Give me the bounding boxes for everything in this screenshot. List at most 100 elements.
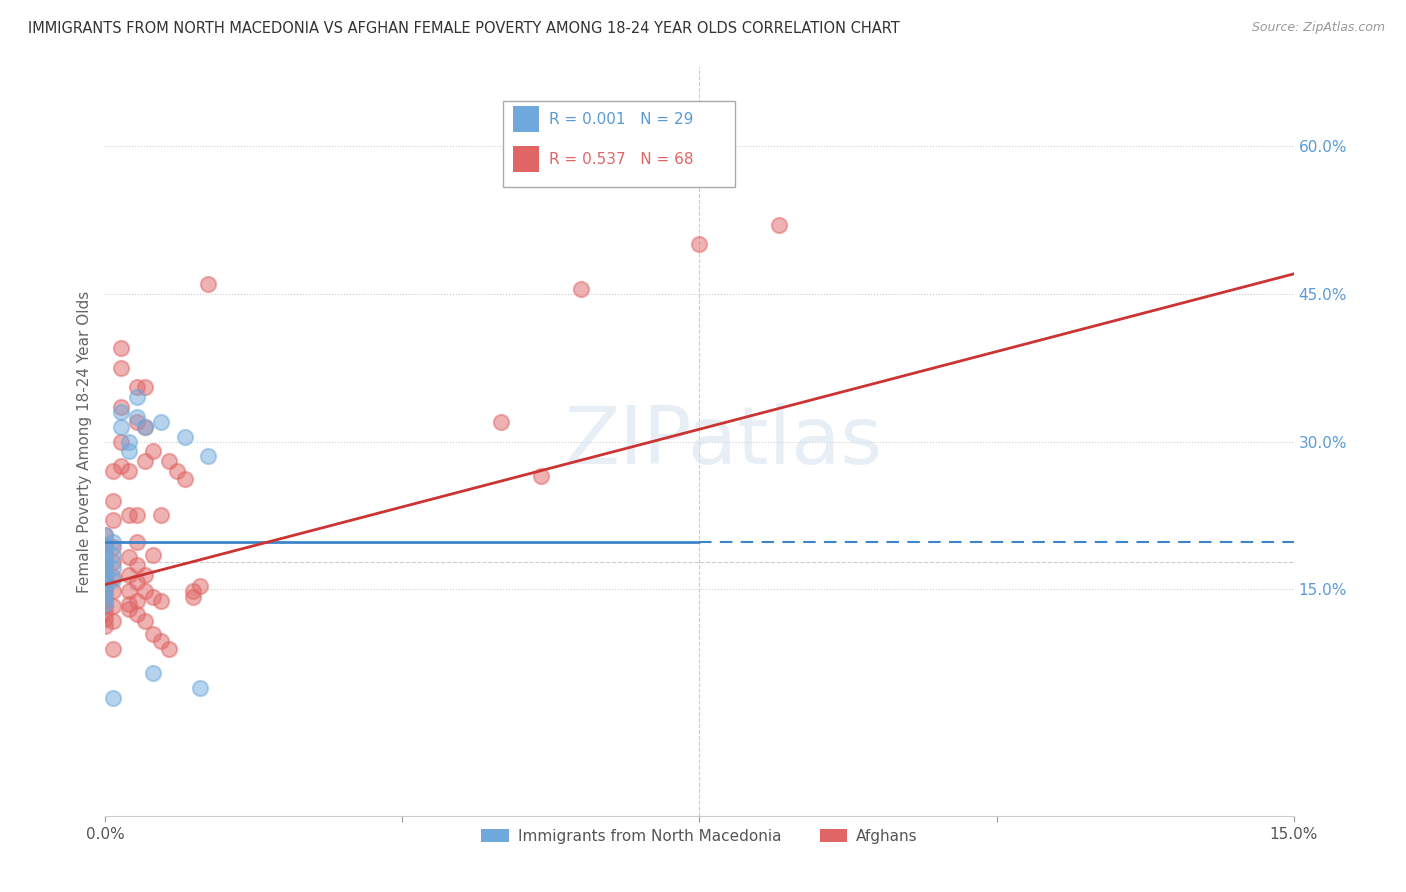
Point <box>94 538 117 552</box>
Point <box>127 594 149 608</box>
Point <box>134 454 156 468</box>
Text: Source: ZipAtlas.com: Source: ZipAtlas.com <box>1251 21 1385 34</box>
Text: ZIPatlas: ZIPatlas <box>564 402 883 481</box>
Point <box>94 558 117 572</box>
Point <box>94 581 117 595</box>
Point <box>94 606 117 620</box>
Point <box>94 578 117 592</box>
Point <box>127 390 149 404</box>
Point <box>118 508 141 523</box>
Point <box>118 567 141 582</box>
Point <box>118 434 141 449</box>
Point <box>142 548 165 562</box>
FancyBboxPatch shape <box>513 106 538 132</box>
Point <box>127 558 149 572</box>
Point <box>103 493 125 508</box>
Point <box>94 585 117 599</box>
Point <box>103 535 125 549</box>
Point <box>149 415 172 429</box>
Point <box>94 528 117 542</box>
Point <box>142 627 165 641</box>
Point <box>118 549 141 564</box>
Point <box>149 594 172 608</box>
Point <box>491 415 513 429</box>
Point <box>530 469 553 483</box>
Point <box>110 459 132 474</box>
Point <box>110 341 132 355</box>
Point <box>127 535 149 549</box>
Point <box>118 602 141 616</box>
Point <box>134 584 156 599</box>
Point <box>134 419 156 434</box>
Point <box>118 584 141 599</box>
Point <box>103 614 125 628</box>
Point <box>166 464 188 478</box>
Y-axis label: Female Poverty Among 18-24 Year Olds: Female Poverty Among 18-24 Year Olds <box>76 291 91 592</box>
Point <box>157 454 180 468</box>
Point <box>94 557 117 571</box>
Point <box>134 419 156 434</box>
Point <box>190 681 212 695</box>
Point <box>127 415 149 429</box>
Point <box>94 563 117 577</box>
Point <box>157 641 180 656</box>
Point <box>103 584 125 599</box>
Point <box>103 641 125 656</box>
Point <box>149 633 172 648</box>
Point <box>94 538 117 552</box>
Point <box>134 614 156 628</box>
Point <box>118 464 141 478</box>
Point <box>94 572 117 586</box>
Point <box>94 574 117 589</box>
Point <box>127 607 149 621</box>
Point <box>118 597 141 611</box>
Point <box>127 409 149 424</box>
Point <box>103 560 125 574</box>
Point <box>689 237 711 252</box>
Point <box>94 568 117 582</box>
Point <box>181 584 204 599</box>
Point <box>94 565 117 579</box>
Point <box>173 472 195 486</box>
Point <box>94 586 117 600</box>
Point <box>127 380 149 394</box>
Point <box>103 555 125 569</box>
Point <box>197 277 219 291</box>
Point <box>103 464 125 478</box>
Point <box>190 579 212 593</box>
Point <box>94 548 117 562</box>
Text: IMMIGRANTS FROM NORTH MACEDONIA VS AFGHAN FEMALE POVERTY AMONG 18-24 YEAR OLDS C: IMMIGRANTS FROM NORTH MACEDONIA VS AFGHA… <box>28 21 900 36</box>
Point <box>94 599 117 614</box>
Point <box>110 419 132 434</box>
Point <box>103 548 125 562</box>
Point <box>103 599 125 614</box>
FancyBboxPatch shape <box>513 146 538 172</box>
Point <box>142 666 165 681</box>
Point <box>142 591 165 605</box>
Point <box>103 540 125 554</box>
Point <box>94 592 117 607</box>
Point <box>181 591 204 605</box>
Point <box>94 545 117 559</box>
Point <box>118 444 141 458</box>
Point <box>103 690 125 705</box>
Point <box>110 400 132 414</box>
Text: R = 0.537   N = 68: R = 0.537 N = 68 <box>548 152 693 167</box>
Point <box>94 592 117 607</box>
Point <box>94 550 117 565</box>
Point <box>94 612 117 626</box>
Point <box>127 508 149 523</box>
Point <box>103 569 125 583</box>
Text: R = 0.001   N = 29: R = 0.001 N = 29 <box>548 112 693 127</box>
Point <box>142 444 165 458</box>
Point <box>110 360 132 375</box>
Legend: Immigrants from North Macedonia, Afghans: Immigrants from North Macedonia, Afghans <box>475 822 924 850</box>
Point <box>110 434 132 449</box>
Point <box>94 528 117 542</box>
Point <box>149 508 172 523</box>
Point <box>103 513 125 527</box>
Point <box>127 574 149 589</box>
Point <box>173 429 195 443</box>
Point <box>569 282 592 296</box>
Point <box>197 450 219 464</box>
